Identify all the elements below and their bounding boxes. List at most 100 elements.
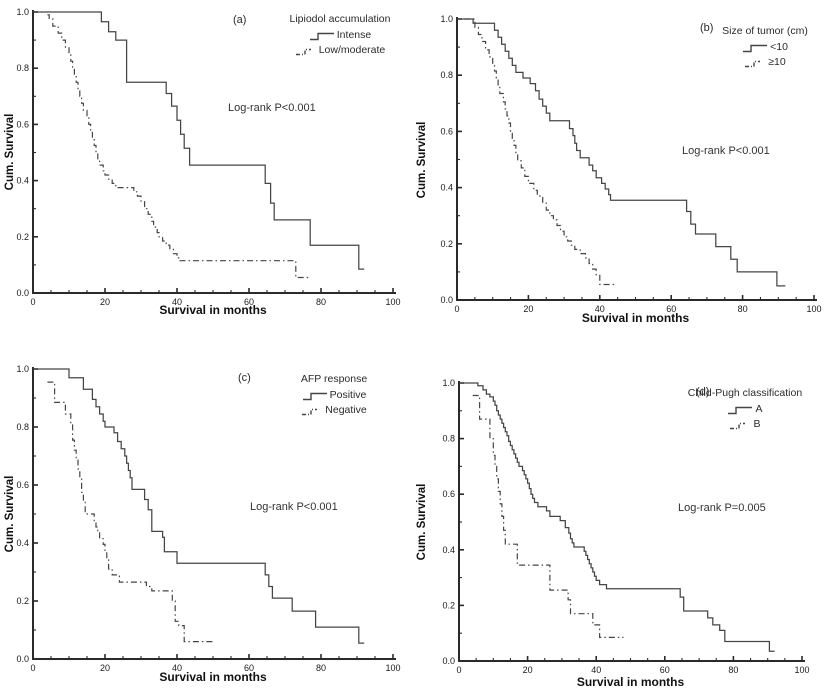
svg-text:40: 40 bbox=[172, 663, 182, 673]
log-rank-annotation: Log-rank P=0.005 bbox=[678, 502, 766, 514]
svg-text:60: 60 bbox=[666, 304, 676, 314]
svg-text:0.6: 0.6 bbox=[440, 126, 453, 136]
svg-text:0.2: 0.2 bbox=[440, 239, 453, 249]
panel-letter: (a) bbox=[233, 14, 247, 26]
svg-text:100: 100 bbox=[806, 304, 821, 314]
legend: Lipiodol accumulation Intense Low/modera… bbox=[276, 12, 404, 59]
legend-entry: <10 bbox=[706, 40, 824, 55]
svg-text:0.4: 0.4 bbox=[440, 183, 453, 193]
km-plot-b: 0 20 40 60 80 100 0.0 0.2 0.4 0.6 0.8 1.0 bbox=[440, 14, 821, 314]
svg-text:0.2: 0.2 bbox=[16, 232, 29, 242]
solid-step-line-icon bbox=[302, 392, 327, 401]
solid-step-line-icon bbox=[309, 32, 334, 41]
svg-text:0.8: 0.8 bbox=[16, 63, 29, 73]
legend: Child-Pugh classification A B bbox=[678, 386, 812, 433]
legend-title: Lipiodol accumulation bbox=[289, 13, 391, 25]
legend-entry-label: Intense bbox=[336, 29, 372, 42]
svg-text:40: 40 bbox=[595, 304, 605, 314]
legend-entry-label: A bbox=[755, 403, 763, 416]
svg-text:0.0: 0.0 bbox=[442, 656, 455, 666]
legend: Size of tumor (cm) <10 ≥10 bbox=[706, 24, 824, 71]
legend-title: Child-Pugh classification bbox=[687, 387, 803, 399]
svg-text:100: 100 bbox=[385, 663, 400, 673]
svg-text:80: 80 bbox=[738, 304, 748, 314]
log-rank-annotation: Log-rank P<0.001 bbox=[250, 501, 338, 513]
legend-entry: A bbox=[678, 402, 812, 417]
legend: AFP response Positive Negative bbox=[274, 372, 394, 419]
dashdot-step-line-icon bbox=[295, 48, 311, 56]
legend-entry-label: <10 bbox=[770, 41, 788, 54]
svg-text:1.0: 1.0 bbox=[16, 364, 29, 374]
svg-text:60: 60 bbox=[244, 663, 254, 673]
legend-entry-label: Negative bbox=[325, 404, 367, 417]
svg-text:0: 0 bbox=[456, 665, 461, 675]
svg-text:1.0: 1.0 bbox=[442, 378, 455, 388]
x-axis-label: Survival in months bbox=[581, 311, 690, 325]
svg-text:0.4: 0.4 bbox=[442, 545, 455, 555]
svg-text:0.4: 0.4 bbox=[16, 176, 29, 186]
svg-text:1.0: 1.0 bbox=[440, 14, 453, 24]
x-axis-label: Survival in months bbox=[159, 303, 267, 317]
dashdot-step-line-icon bbox=[730, 422, 746, 430]
y-axis-label: Cum. Survival bbox=[4, 475, 16, 553]
svg-text:0.0: 0.0 bbox=[440, 295, 453, 305]
svg-text:1.0: 1.0 bbox=[16, 7, 29, 17]
svg-text:80: 80 bbox=[316, 663, 326, 673]
km-plot-d: 0 20 40 60 80 100 0.0 0.2 0.4 0.6 0.8 1.0 bbox=[442, 378, 809, 675]
svg-text:40: 40 bbox=[172, 297, 182, 307]
legend-entry: Positive bbox=[274, 388, 394, 403]
svg-text:60: 60 bbox=[244, 297, 254, 307]
svg-text:0: 0 bbox=[454, 304, 459, 314]
panel-a: 0 20 40 60 80 100 0.0 0.2 0.4 0.6 0.8 1.0 Cum. Surv… bbox=[0, 0, 412, 346]
svg-text:20: 20 bbox=[100, 663, 110, 673]
svg-text:0: 0 bbox=[30, 297, 35, 307]
svg-text:100: 100 bbox=[794, 665, 809, 675]
x-axis-label: Survival in months bbox=[159, 670, 267, 684]
legend-entry-label: ≥10 bbox=[768, 56, 786, 69]
svg-text:40: 40 bbox=[591, 665, 601, 675]
solid-step-line-icon bbox=[728, 406, 753, 415]
svg-text:0.8: 0.8 bbox=[440, 70, 453, 80]
svg-text:20: 20 bbox=[100, 297, 110, 307]
legend-entry: Intense bbox=[276, 28, 404, 43]
svg-text:20: 20 bbox=[523, 665, 533, 675]
panel-b: 0 20 40 60 80 100 0.0 0.2 0.4 0.6 0.8 1.0 Cum. Surv… bbox=[412, 0, 824, 346]
km-plot-a: 0 20 40 60 80 100 0.0 0.2 0.4 0.6 0.8 1.0 bbox=[16, 7, 400, 307]
svg-text:80: 80 bbox=[728, 665, 738, 675]
legend-entry-label: B bbox=[753, 418, 761, 431]
panel-c: 0 20 40 60 80 100 0.0 0.2 0.4 0.6 0.8 1.0 Cum. Surv… bbox=[0, 346, 412, 693]
legend-title: Size of tumor (cm) bbox=[722, 25, 808, 37]
svg-text:20: 20 bbox=[523, 304, 533, 314]
panel-letter: (b) bbox=[700, 22, 714, 34]
svg-text:0.6: 0.6 bbox=[442, 489, 455, 499]
y-axis-label: Cum. Survival bbox=[4, 113, 16, 191]
log-rank-annotation: Log-rank P<0.001 bbox=[228, 102, 316, 114]
solid-step-line-icon bbox=[743, 44, 768, 53]
legend-entry: Low/moderate bbox=[276, 43, 404, 58]
dashdot-step-line-icon bbox=[302, 408, 318, 416]
svg-text:0.6: 0.6 bbox=[16, 119, 29, 129]
dashdot-step-line-icon bbox=[745, 60, 761, 68]
legend-entry: Negative bbox=[274, 403, 394, 418]
svg-text:0: 0 bbox=[30, 663, 35, 673]
log-rank-annotation: Log-rank P<0.001 bbox=[682, 145, 770, 157]
panel-letter: (d) bbox=[696, 386, 710, 398]
svg-text:0.4: 0.4 bbox=[16, 538, 29, 548]
legend-entry: B bbox=[678, 417, 812, 432]
svg-text:0.6: 0.6 bbox=[16, 480, 29, 490]
panel-d: 0 20 40 60 80 100 0.0 0.2 0.4 0.6 0.8 1.0 Cum. Surv… bbox=[412, 346, 824, 693]
x-axis-label: Survival in months bbox=[576, 675, 685, 689]
svg-text:0.2: 0.2 bbox=[442, 600, 455, 610]
legend-title: AFP response bbox=[300, 373, 368, 385]
y-axis-label: Cum. Survival bbox=[416, 483, 428, 561]
legend-entry-label: Positive bbox=[329, 389, 367, 402]
legend-entry-label: Low/moderate bbox=[318, 44, 386, 57]
svg-text:60: 60 bbox=[660, 665, 670, 675]
y-axis-label: Cum. Survival bbox=[416, 121, 428, 199]
svg-text:0.0: 0.0 bbox=[16, 654, 29, 664]
svg-text:0.8: 0.8 bbox=[16, 422, 29, 432]
panel-letter: (c) bbox=[238, 372, 251, 384]
svg-text:0.2: 0.2 bbox=[16, 596, 29, 606]
legend-entry: ≥10 bbox=[706, 55, 824, 70]
